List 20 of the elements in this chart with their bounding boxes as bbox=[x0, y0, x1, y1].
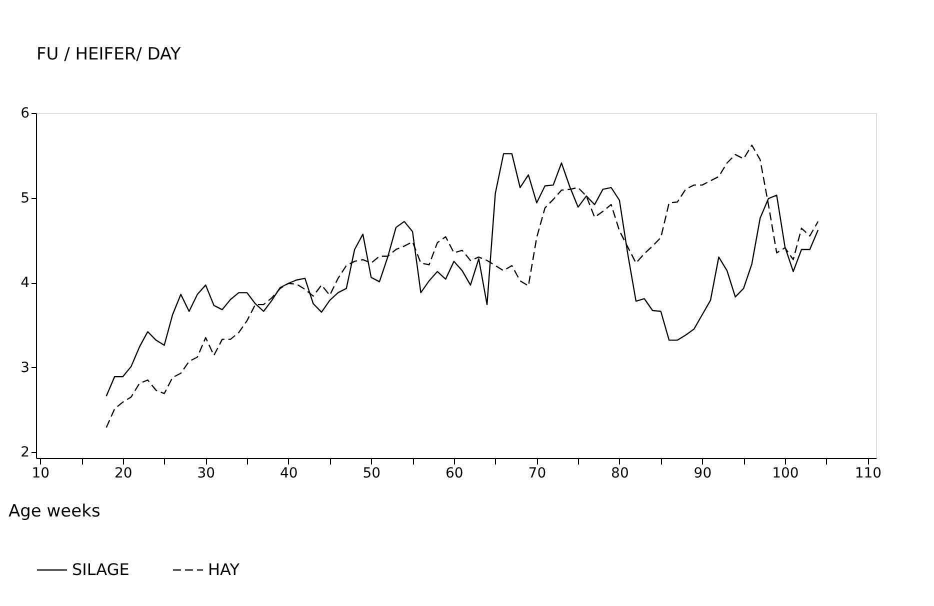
y-tick-label: 5 bbox=[20, 190, 30, 206]
x-tick-label: 50 bbox=[362, 466, 381, 482]
x-tick-label: 100 bbox=[772, 466, 799, 482]
y-tick-label: 6 bbox=[20, 106, 30, 122]
x-tick-label: 30 bbox=[197, 466, 216, 482]
x-tick-label: 20 bbox=[114, 466, 132, 482]
legend-label: SILAGE bbox=[72, 560, 130, 579]
x-tick-label: 60 bbox=[446, 466, 464, 482]
x-axis-title: Age weeks bbox=[8, 502, 100, 522]
x-tick-label: 70 bbox=[528, 466, 546, 482]
y-tick-label: 3 bbox=[20, 360, 30, 376]
y-tick-label: 2 bbox=[20, 444, 30, 461]
x-tick-label: 90 bbox=[694, 466, 712, 482]
x-tick-label: 10 bbox=[32, 466, 50, 482]
x-tick-label: 110 bbox=[854, 466, 882, 482]
legend-label: HAY bbox=[208, 560, 240, 579]
y-axis-title: FU / HEIFER/ DAY bbox=[36, 44, 182, 64]
y-tick-label: 4 bbox=[20, 275, 30, 292]
x-tick-label: 40 bbox=[280, 466, 298, 482]
x-tick-label: 80 bbox=[611, 466, 629, 482]
